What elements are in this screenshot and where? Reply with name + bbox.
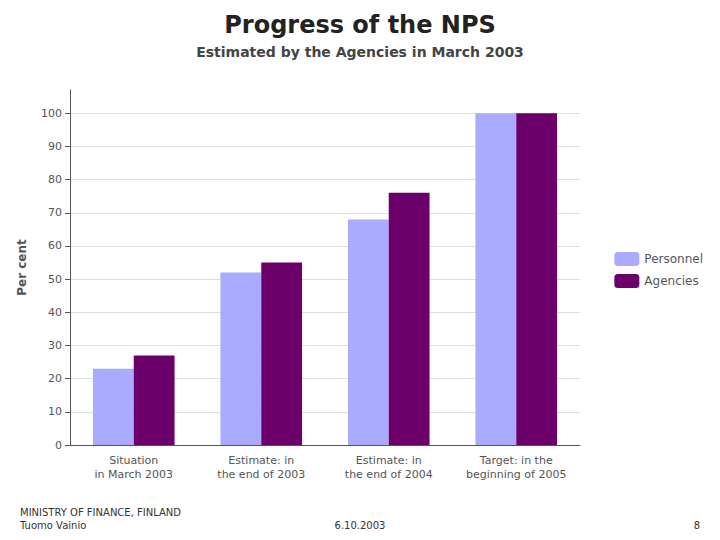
svg-text:the end of 2004: the end of 2004 <box>345 468 433 481</box>
svg-text:50: 50 <box>48 273 62 286</box>
svg-text:100: 100 <box>41 107 62 120</box>
svg-text:MINISTRY OF FINANCE, FINLAND: MINISTRY OF FINANCE, FINLAND <box>20 507 181 518</box>
svg-text:40: 40 <box>48 306 62 319</box>
svg-text:20: 20 <box>48 372 62 385</box>
svg-text:6.10.2003: 6.10.2003 <box>335 520 386 531</box>
svg-text:Per cent: Per cent <box>15 239 29 296</box>
svg-text:beginning of 2005: beginning of 2005 <box>466 468 566 481</box>
svg-text:30: 30 <box>48 339 62 352</box>
svg-text:Progress of the NPS: Progress of the NPS <box>224 11 496 39</box>
svg-text:60: 60 <box>48 239 62 252</box>
svg-text:70: 70 <box>48 206 62 219</box>
svg-text:Agencies: Agencies <box>644 274 698 288</box>
svg-text:Personnel: Personnel <box>644 252 703 266</box>
svg-text:the end of 2003: the end of 2003 <box>217 468 305 481</box>
svg-text:90: 90 <box>48 140 62 153</box>
svg-text:0: 0 <box>55 439 62 452</box>
svg-text:80: 80 <box>48 173 62 186</box>
svg-text:10: 10 <box>48 405 62 418</box>
svg-text:Estimate: in: Estimate: in <box>228 454 294 467</box>
svg-text:Tuomo Vainio: Tuomo Vainio <box>19 520 86 531</box>
svg-text:Estimate: in: Estimate: in <box>356 454 422 467</box>
svg-text:in March 2003: in March 2003 <box>94 468 173 481</box>
svg-text:Estimated by the Agencies in M: Estimated by the Agencies in March 2003 <box>196 44 524 60</box>
svg-text:Situation: Situation <box>109 454 158 467</box>
svg-text:8: 8 <box>694 520 700 531</box>
svg-text:Target: in the: Target: in the <box>479 454 553 467</box>
